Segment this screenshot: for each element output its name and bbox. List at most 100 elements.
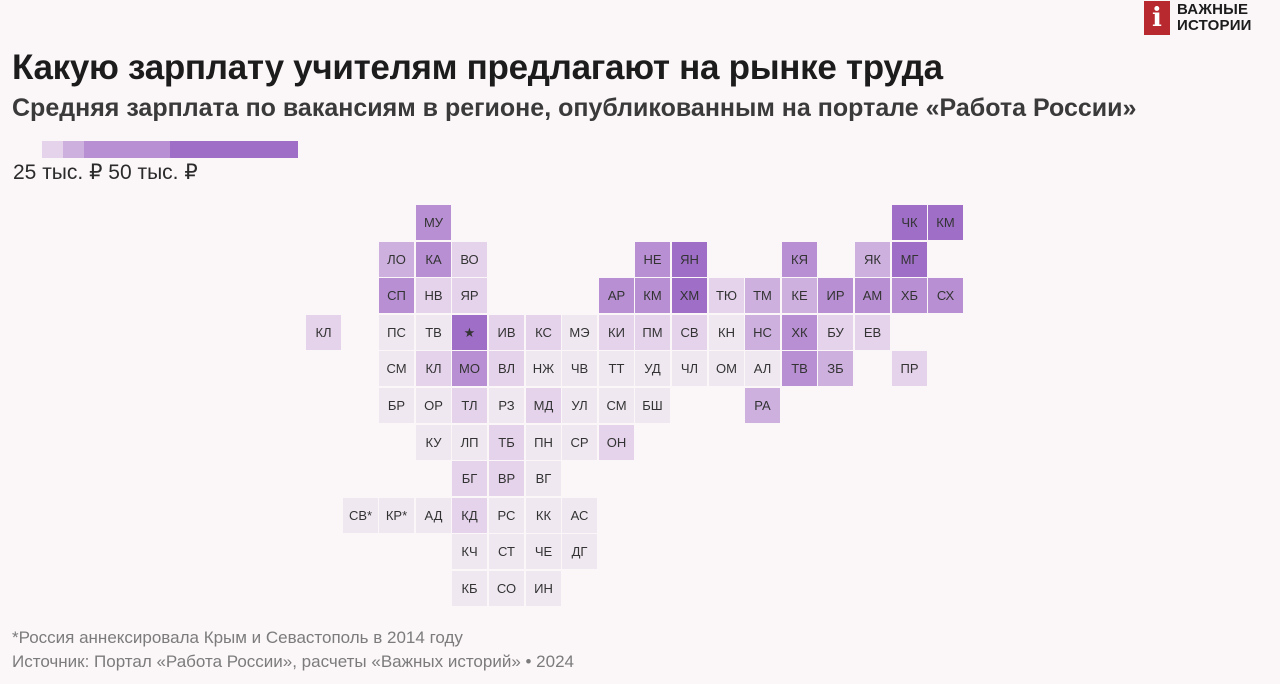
brand-line-1: ВАЖНЫЕ: [1177, 1, 1249, 18]
region-tile: БУ: [818, 315, 853, 350]
region-tile: СВ: [672, 315, 707, 350]
brand-mark: i: [1144, 1, 1170, 35]
source-note: Источник: Портал «Работа России», расчет…: [12, 652, 574, 671]
region-tile: МО: [452, 351, 487, 386]
region-tile: ОН: [599, 425, 634, 460]
region-tile: РЗ: [489, 388, 524, 423]
region-tile: ВР: [489, 461, 524, 496]
region-tile: ЯР: [452, 278, 487, 313]
region-tile: БШ: [635, 388, 670, 423]
region-tile: ДГ: [562, 534, 597, 569]
region-tile: МГ: [892, 242, 927, 277]
region-tile: АД: [416, 498, 451, 533]
region-tile: КА: [416, 242, 451, 277]
region-tile: КМ: [928, 205, 963, 240]
region-tile: КБ: [452, 571, 487, 606]
region-tile: ТЛ: [452, 388, 487, 423]
brand-line-2: ИСТОРИИ: [1177, 17, 1252, 34]
region-tile: НС: [745, 315, 780, 350]
region-tile: АС: [562, 498, 597, 533]
region-tile: ОР: [416, 388, 451, 423]
region-tile: ЯН: [672, 242, 707, 277]
brand-name: ВАЖНЫЕ ИСТОРИИ: [1177, 2, 1252, 34]
region-tile: ТМ: [745, 278, 780, 313]
region-tile: РА: [745, 388, 780, 423]
region-tile: КС: [526, 315, 561, 350]
region-tile: СО: [489, 571, 524, 606]
footnote: *Россия аннексировала Крым и Севастополь…: [12, 628, 463, 647]
region-tile: КК: [526, 498, 561, 533]
region-tile: МЭ: [562, 315, 597, 350]
region-tile: СХ: [928, 278, 963, 313]
region-tile: СТ: [489, 534, 524, 569]
region-tile: СМ: [379, 351, 414, 386]
region-tile: СР: [562, 425, 597, 460]
region-tile: БР: [379, 388, 414, 423]
region-tile: РС: [489, 498, 524, 533]
region-tile: ИН: [526, 571, 561, 606]
region-tile: АЛ: [745, 351, 780, 386]
legend-color-scale: [42, 141, 298, 158]
region-tile: КИ: [599, 315, 634, 350]
region-tile: ВГ: [526, 461, 561, 496]
region-tile: ТТ: [599, 351, 634, 386]
region-tile: МУ: [416, 205, 451, 240]
region-tile: ПС: [379, 315, 414, 350]
region-tile: ЕВ: [855, 315, 890, 350]
region-tile: КЯ: [782, 242, 817, 277]
region-tile: ПР: [892, 351, 927, 386]
region-tile: ОМ: [709, 351, 744, 386]
region-tile: ЧК: [892, 205, 927, 240]
region-tile: ТБ: [489, 425, 524, 460]
region-tile: МД: [526, 388, 561, 423]
region-tile: КЧ: [452, 534, 487, 569]
region-tile: ТЮ: [709, 278, 744, 313]
region-tile: КУ: [416, 425, 451, 460]
legend-swatch-1: [42, 141, 63, 158]
region-tile: НВ: [416, 278, 451, 313]
region-tile: УД: [635, 351, 670, 386]
region-tile: ПМ: [635, 315, 670, 350]
region-tile: ИР: [818, 278, 853, 313]
region-tile: ЗБ: [818, 351, 853, 386]
brand-logo: i ВАЖНЫЕ ИСТОРИИ: [1144, 0, 1252, 36]
region-tile: КЛ: [306, 315, 341, 350]
region-tile: КМ: [635, 278, 670, 313]
region-tile: ЯК: [855, 242, 890, 277]
legend-swatch-2: [63, 141, 84, 158]
region-tile: АР: [599, 278, 634, 313]
legend-swatch-4: [170, 141, 298, 158]
region-tile: ЧВ: [562, 351, 597, 386]
region-tile: НЕ: [635, 242, 670, 277]
legend-labels: 25 тыс. ₽ 50 тыс. ₽: [13, 161, 198, 184]
legend-swatch-3: [84, 141, 170, 158]
region-tile: ПН: [526, 425, 561, 460]
region-tile: ХБ: [892, 278, 927, 313]
region-tile: ЧЛ: [672, 351, 707, 386]
region-tile: НЖ: [526, 351, 561, 386]
region-tile: ХМ: [672, 278, 707, 313]
region-tile: КР*: [379, 498, 414, 533]
region-tile: СВ*: [343, 498, 378, 533]
region-tile: СП: [379, 278, 414, 313]
region-tile: ИВ: [489, 315, 524, 350]
region-tile: ВЛ: [489, 351, 524, 386]
region-tile: БГ: [452, 461, 487, 496]
page-title: Какую зарплату учителям предлагают на ры…: [12, 48, 943, 87]
page-subtitle: Средняя зарплата по вакансиям в регионе,…: [12, 94, 1137, 122]
region-tile: УЛ: [562, 388, 597, 423]
region-tile: ХК: [782, 315, 817, 350]
region-tile: ВО: [452, 242, 487, 277]
region-tile: ТВ: [416, 315, 451, 350]
region-tile: ЛП: [452, 425, 487, 460]
region-tile: КН: [709, 315, 744, 350]
region-tile: СМ: [599, 388, 634, 423]
region-tile: ЛО: [379, 242, 414, 277]
region-tile: КЕ: [782, 278, 817, 313]
region-tile: АМ: [855, 278, 890, 313]
region-tile: КД: [452, 498, 487, 533]
region-tile: ТВ: [782, 351, 817, 386]
region-tile: ★: [452, 315, 487, 350]
region-tile: КЛ: [416, 351, 451, 386]
